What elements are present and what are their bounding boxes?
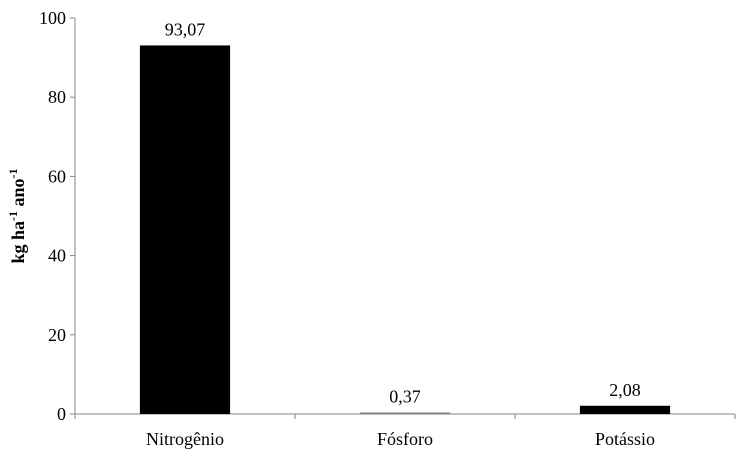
y-axis-title-part2: ano [8,178,28,211]
x-category-label: Potássio [595,429,655,449]
data-label: 2,08 [609,380,641,400]
labels: 93,07 Nitrogênio 0,37 Fósforo 2,08 Potássio [146,19,655,449]
bar-2 [359,412,451,414]
y-axis-title: kg ha-1 ano-1 [6,168,28,263]
y-axis-title-sup2: -1 [6,168,20,178]
bars [139,45,671,414]
data-label: 0,37 [389,387,421,407]
y-tick-label: 20 [48,325,66,345]
y-tick-label: 60 [48,166,66,186]
x-category-label: Fósforo [377,429,433,449]
y-tick-label: 40 [48,246,66,266]
y-tick-label: 0 [57,404,66,424]
bar-1 [139,45,231,414]
y-tick-label: 80 [48,87,66,107]
data-label: 93,07 [165,19,206,39]
y-tick-label: 100 [39,8,66,28]
bar-3 [579,405,671,414]
y-axis-title-sup1: -1 [6,211,20,221]
x-category-label: Nitrogênio [146,429,224,449]
y-axis-title-part1: kg ha [8,221,28,264]
